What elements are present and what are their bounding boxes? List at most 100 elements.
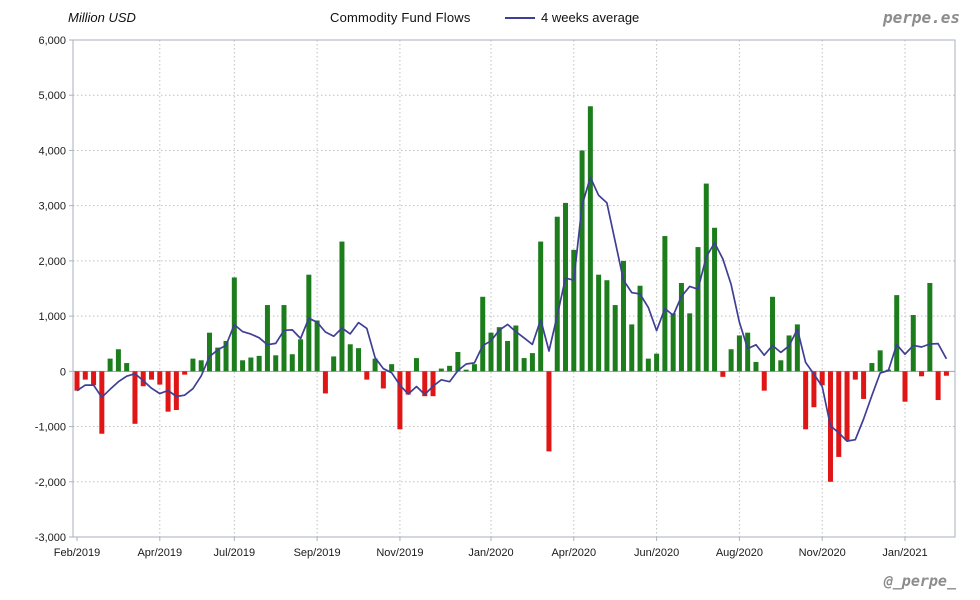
bar-positive [471, 364, 477, 372]
bar-positive [447, 365, 453, 372]
bar-positive [637, 285, 643, 372]
bar-positive [786, 335, 792, 372]
bar-negative [182, 371, 188, 375]
bar-positive [289, 354, 295, 372]
bar-negative [761, 371, 767, 391]
bar-positive [703, 183, 709, 372]
bar-positive [894, 295, 900, 372]
bar-positive [587, 106, 593, 372]
bar-positive [712, 227, 718, 372]
bar-positive [223, 340, 229, 372]
bar-positive [372, 358, 378, 372]
x-tick-label: Apr/2020 [551, 547, 596, 559]
bar-positive [869, 363, 875, 372]
bar-positive [910, 315, 916, 372]
bar-negative [82, 371, 88, 380]
bar-negative [380, 371, 386, 389]
bar-negative [173, 371, 179, 410]
bar-positive [331, 356, 337, 372]
y-axis-title: Million USD [68, 10, 136, 25]
y-tick-label: 0 [60, 366, 66, 378]
bar-positive [463, 369, 469, 372]
bar-positive [273, 355, 279, 372]
bar-positive [620, 260, 626, 372]
bar-positive [678, 282, 684, 372]
bar-positive [753, 361, 759, 372]
bar-negative [902, 371, 908, 402]
x-tick-label: Jul/2019 [214, 547, 256, 559]
bar-positive [529, 353, 535, 372]
legend-line-swatch [505, 16, 535, 19]
bar-positive [240, 360, 246, 372]
x-tick-label: Feb/2019 [54, 547, 100, 559]
bar-positive [347, 344, 353, 372]
chart-title: Commodity Fund Flows [330, 10, 471, 25]
bar-positive [645, 358, 651, 372]
bar-positive [563, 202, 569, 372]
bar-negative [405, 371, 411, 395]
bar-negative [322, 371, 328, 394]
brand-logo: perpe.es [882, 8, 960, 27]
bar-positive [687, 313, 693, 372]
y-tick-label: 1,000 [38, 311, 66, 323]
y-tick-label: -1,000 [35, 422, 66, 434]
y-tick-label: 5,000 [38, 90, 66, 102]
bar-positive [629, 324, 635, 372]
bar-negative [819, 371, 825, 386]
bar-positive [488, 332, 494, 372]
bar-positive [455, 352, 461, 372]
x-tick-label: Nov/2019 [376, 547, 423, 559]
bar-positive [281, 305, 287, 372]
bar-positive [314, 320, 320, 372]
bar-negative [364, 371, 370, 380]
bar-negative [935, 371, 941, 401]
x-tick-label: Sep/2019 [294, 547, 341, 559]
bar-positive [339, 241, 345, 372]
x-tick-label: Jun/2020 [634, 547, 679, 559]
bar-positive [604, 280, 610, 372]
bar-positive [206, 332, 212, 372]
bar-negative [803, 371, 809, 430]
bar-positive [513, 325, 519, 372]
watermark: @_perpe_ [883, 572, 956, 590]
bar-positive [356, 348, 362, 372]
bar-negative [852, 371, 858, 380]
plot-frame [72, 39, 956, 538]
bar-positive [190, 358, 196, 372]
bar-positive [505, 340, 511, 372]
bar-positive [521, 358, 527, 372]
legend: 4 weeks average [505, 10, 639, 25]
bar-positive [256, 355, 262, 372]
bar-negative [546, 371, 552, 452]
bar-positive [554, 216, 560, 372]
bar-negative [720, 371, 726, 377]
bar-positive [670, 313, 676, 372]
bar-positive [770, 296, 776, 372]
bar-positive [778, 360, 784, 372]
bar-positive [198, 360, 204, 372]
bar-positive [794, 324, 800, 372]
x-tick-label: Nov/2020 [799, 547, 846, 559]
bar-positive [579, 150, 585, 372]
legend-label: 4 weeks average [541, 10, 640, 25]
bar-negative [919, 371, 925, 377]
bar-negative [157, 371, 163, 385]
bar-negative [836, 371, 842, 457]
bar-positive [115, 349, 121, 372]
bar-positive [695, 247, 701, 372]
bar-positive [215, 347, 221, 372]
y-tick-label: 4,000 [38, 145, 66, 157]
bar-positive [496, 327, 502, 372]
bar-positive [389, 364, 395, 372]
bar-positive [927, 282, 933, 372]
bar-positive [480, 296, 486, 372]
bar-negative [844, 371, 850, 441]
bar-positive [654, 353, 660, 372]
bar-negative [149, 371, 155, 380]
bar-negative [74, 371, 80, 391]
bar-positive [538, 241, 544, 372]
bar-positive [248, 357, 254, 372]
y-tick-label: 3,000 [38, 201, 66, 213]
x-tick-label: Jan/2021 [882, 547, 927, 559]
